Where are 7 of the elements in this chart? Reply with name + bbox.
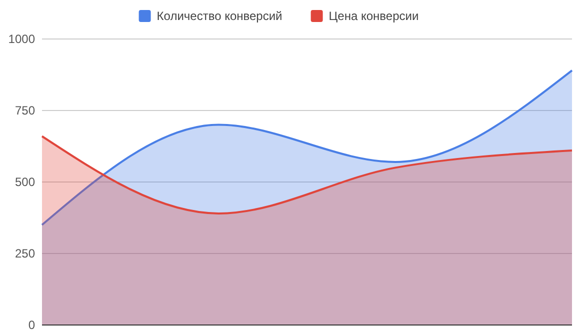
legend-label: Цена конверсии (328, 9, 419, 24)
legend-label: Количество конверсий (156, 9, 282, 24)
y-tick-label: 250 (14, 246, 36, 261)
y-tick-label: 750 (14, 104, 36, 118)
y-tick-label: 1000 (8, 32, 36, 46)
y-tick-label: 0 (28, 318, 36, 331)
y-tick-label: 500 (14, 175, 36, 190)
